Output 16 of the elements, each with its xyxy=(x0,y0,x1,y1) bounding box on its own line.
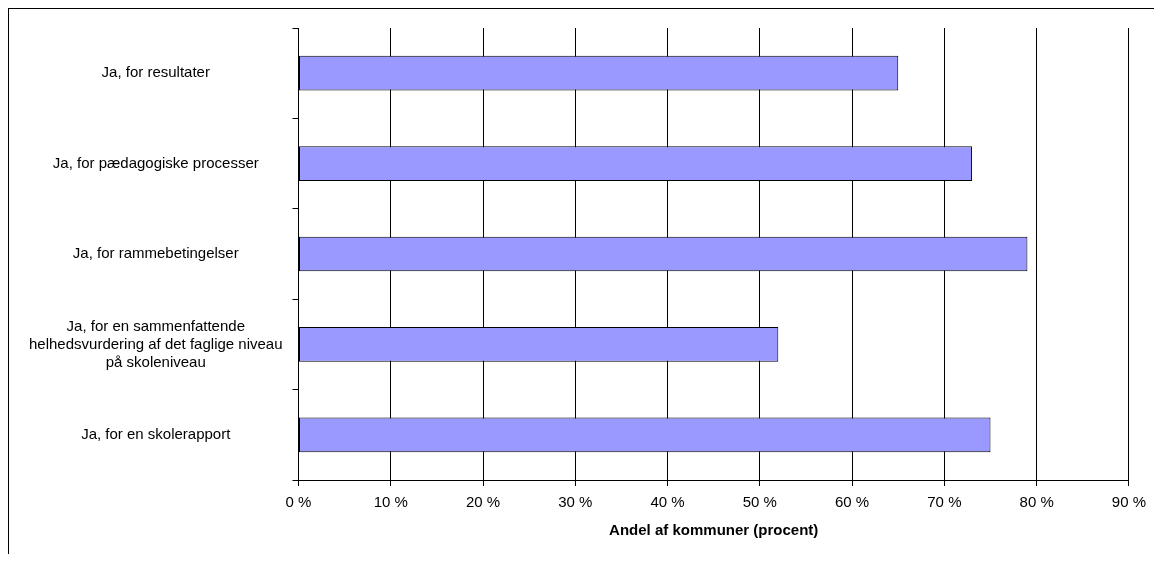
x-tick-label: 60 % xyxy=(835,493,870,511)
x-tick-label: 30 % xyxy=(558,493,593,511)
x-tick-label: 50 % xyxy=(742,493,777,511)
x-axis-title: Andel af kommuner (procent) xyxy=(609,521,819,539)
x-tick-label: 0 % xyxy=(285,493,312,511)
x-tick-label: 10 % xyxy=(373,493,408,511)
x-tick-label: 20 % xyxy=(465,493,501,511)
y-tick-label: Ja, for resultater xyxy=(101,63,210,81)
y-tick-label: Ja, for en skolerapport xyxy=(81,424,232,442)
x-tick-label: 80 % xyxy=(1019,493,1054,511)
y-tick-label: Ja, for pædagogiske processer xyxy=(52,153,259,171)
y-tick-label: Ja, for en sammenfattende helhedsvurdering af det faglige niveau på skoleniveau xyxy=(29,316,283,370)
y-tick-label: Ja, for rammebetingelser xyxy=(72,244,239,262)
x-tick-label: 70 % xyxy=(927,493,962,511)
x-tick-label: 40 % xyxy=(650,493,685,511)
x-tick-label: 90 % xyxy=(1111,493,1147,511)
